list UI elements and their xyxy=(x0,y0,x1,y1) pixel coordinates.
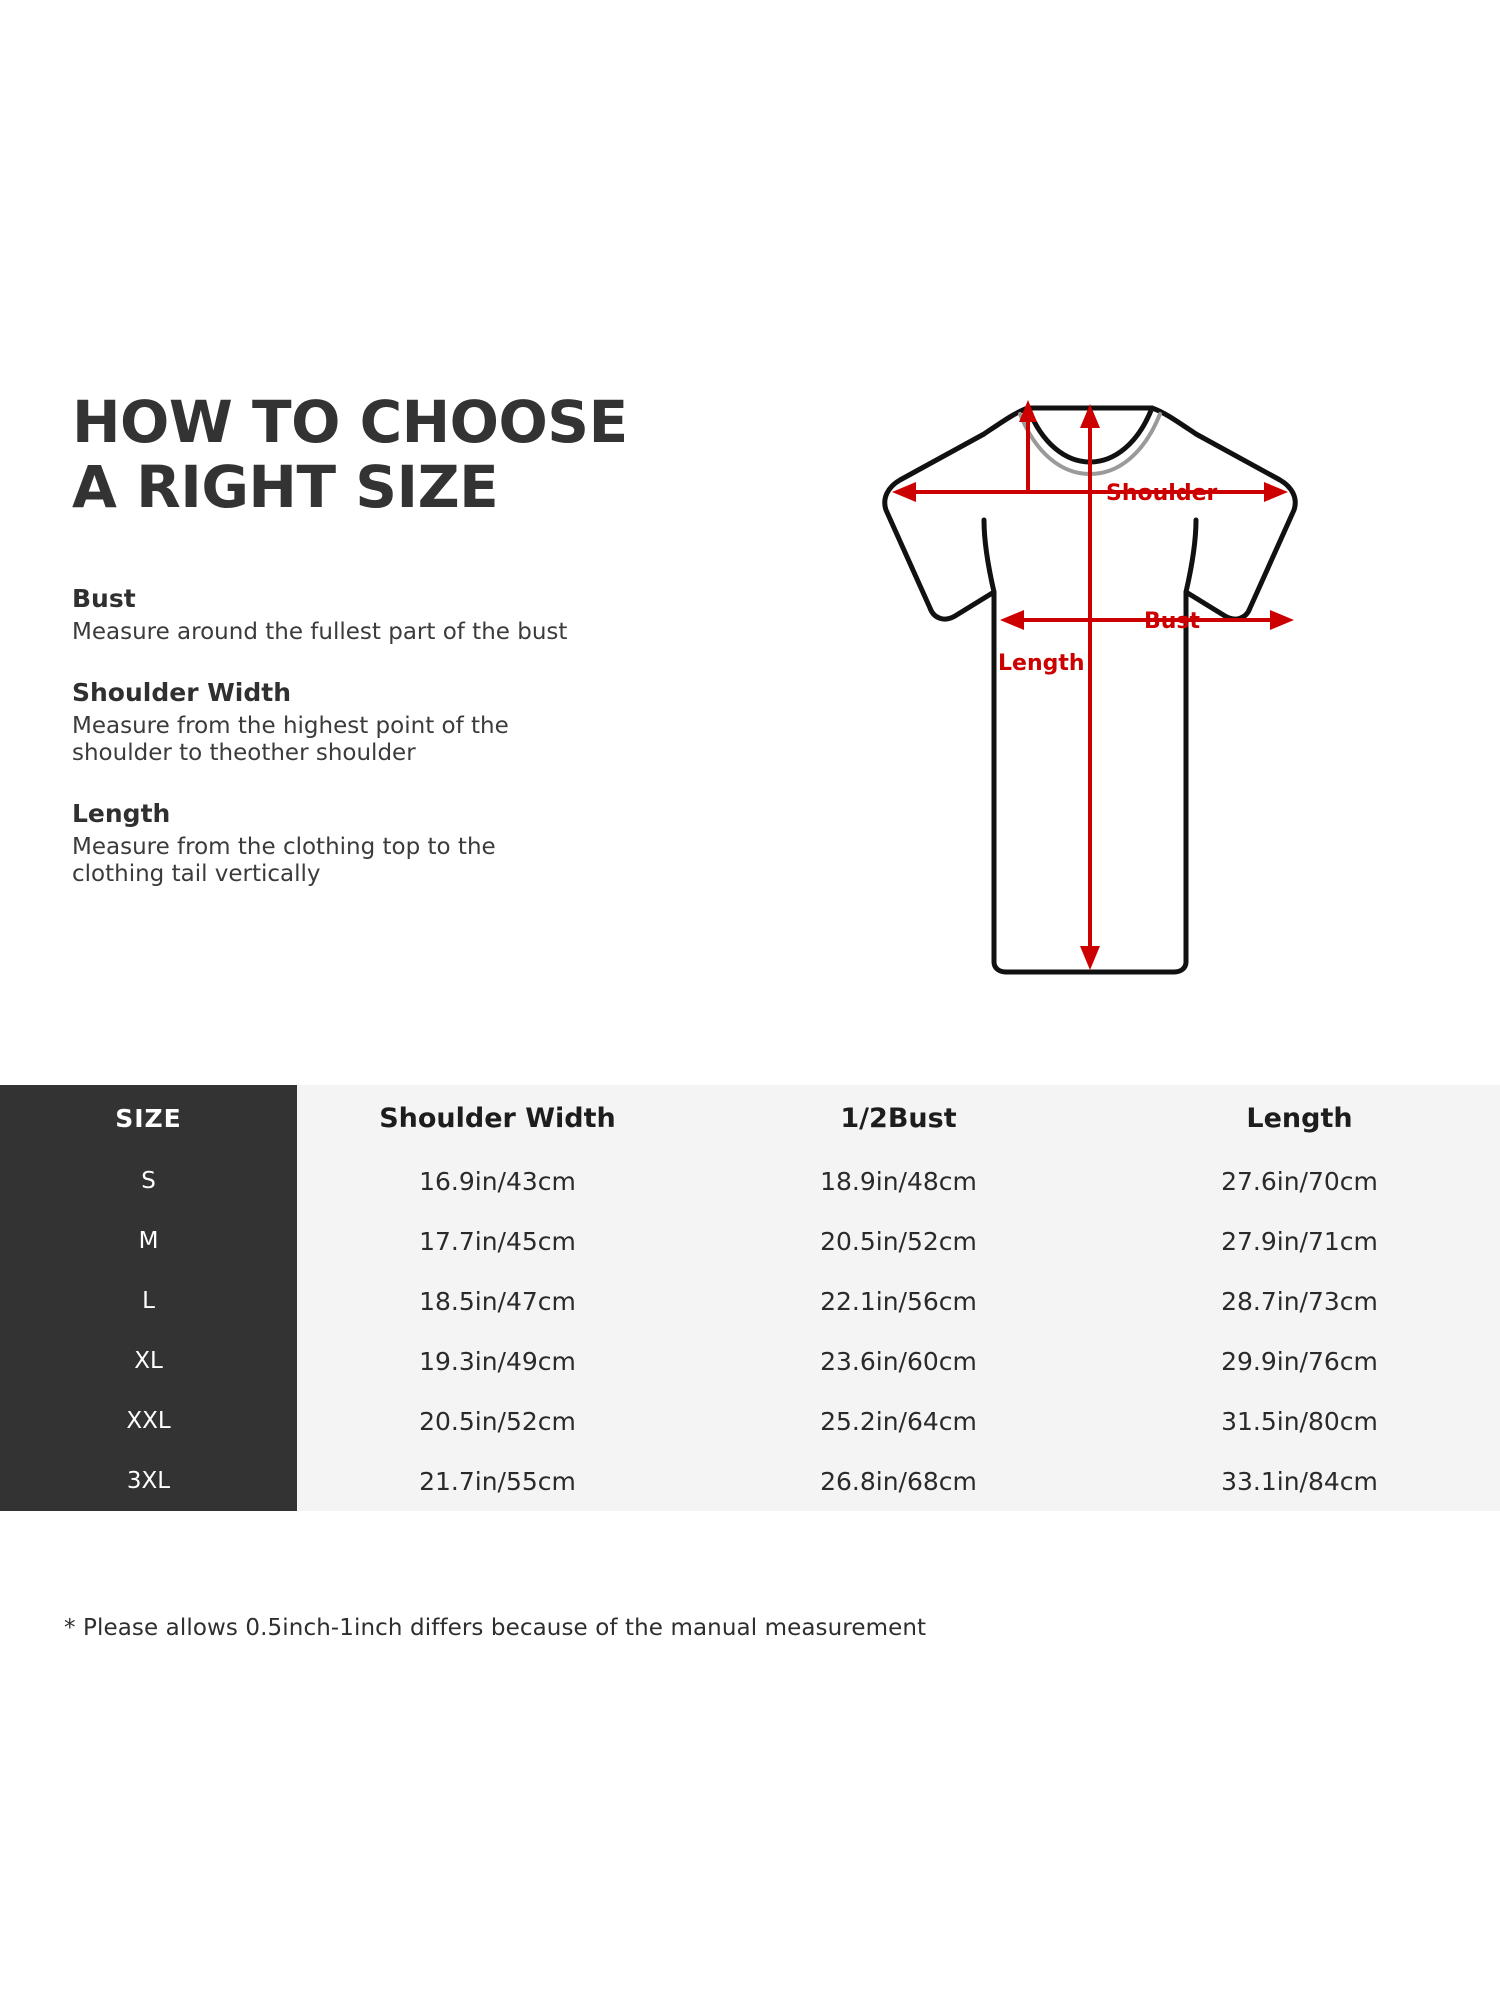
cell-half-bust: 18.9in/48cm xyxy=(698,1151,1099,1211)
cell-half-bust: 26.8in/68cm xyxy=(698,1451,1099,1511)
table-row: 3XL 21.7in/55cm 26.8in/68cm 33.1in/84cm xyxy=(0,1451,1500,1511)
measurement-desc-shoulder-width: Measure from the highest point of the sh… xyxy=(72,712,509,766)
annotation-label-shoulder: Shoulder xyxy=(1106,481,1217,506)
cell-length: 31.5in/80cm xyxy=(1099,1391,1500,1451)
cell-length: 29.9in/76cm xyxy=(1099,1331,1500,1391)
annotation-label-length: Length xyxy=(998,651,1085,676)
measurement-bust: Bust Measure around the fullest part of … xyxy=(72,582,712,646)
cell-shoulder-width: 20.5in/52cm xyxy=(297,1391,698,1451)
table-row: XL 19.3in/49cm 23.6in/60cm 29.9in/76cm xyxy=(0,1331,1500,1391)
table-row: XXL 20.5in/52cm 25.2in/64cm 31.5in/80cm xyxy=(0,1391,1500,1451)
measurement-term-bust: Bust xyxy=(72,583,136,613)
tshirt-illustration: Shoulder Bust Length xyxy=(882,400,1298,975)
column-header-half-bust: 1/2Bust xyxy=(698,1085,1099,1151)
measurement-annotations xyxy=(892,400,1294,970)
cell-half-bust: 23.6in/60cm xyxy=(698,1331,1099,1391)
measurement-term-shoulder-width: Shoulder Width xyxy=(72,677,292,707)
annotation-label-bust: Bust xyxy=(1144,609,1201,634)
cell-length: 28.7in/73cm xyxy=(1099,1271,1500,1331)
table-row: L 18.5in/47cm 22.1in/56cm 28.7in/73cm xyxy=(0,1271,1500,1331)
measurement-term-length: Length xyxy=(72,798,171,828)
size-table-container: SIZE Shoulder Width 1/2Bust Length S 16.… xyxy=(0,1085,1500,1575)
size-table-header: SIZE Shoulder Width 1/2Bust Length xyxy=(0,1085,1500,1151)
top-section: HOW TO CHOOSE A RIGHT SIZE Bust Measure … xyxy=(72,370,1410,1010)
tshirt-diagram: Shoulder Bust Length xyxy=(770,370,1410,1010)
measurement-definitions: Bust Measure around the fullest part of … xyxy=(72,582,712,888)
cell-shoulder-width: 21.7in/55cm xyxy=(297,1451,698,1511)
size-table: SIZE Shoulder Width 1/2Bust Length S 16.… xyxy=(0,1085,1500,1511)
measurement-length: Length Measure from the clothing top to … xyxy=(72,797,712,888)
length-arrow-icon xyxy=(1080,404,1100,970)
table-row: S 16.9in/43cm 18.9in/48cm 27.6in/70cm xyxy=(0,1151,1500,1211)
measurement-guide: HOW TO CHOOSE A RIGHT SIZE Bust Measure … xyxy=(72,390,712,888)
cell-length: 27.9in/71cm xyxy=(1099,1211,1500,1271)
table-row: M 17.7in/45cm 20.5in/52cm 27.9in/71cm xyxy=(0,1211,1500,1271)
cell-size: XL xyxy=(0,1331,297,1391)
cell-shoulder-width: 18.5in/47cm xyxy=(297,1271,698,1331)
cell-size: S xyxy=(0,1151,297,1211)
cell-size: 3XL xyxy=(0,1451,297,1511)
measurement-disclaimer: * Please allows 0.5inch-1inch differs be… xyxy=(64,1615,927,1641)
cell-shoulder-width: 16.9in/43cm xyxy=(297,1151,698,1211)
size-table-body: S 16.9in/43cm 18.9in/48cm 27.6in/70cm M … xyxy=(0,1151,1500,1511)
cell-length: 27.6in/70cm xyxy=(1099,1151,1500,1211)
cell-shoulder-width: 17.7in/45cm xyxy=(297,1211,698,1271)
measurement-shoulder-width: Shoulder Width Measure from the highest … xyxy=(72,676,712,767)
cell-size: M xyxy=(0,1211,297,1271)
cell-length: 33.1in/84cm xyxy=(1099,1451,1500,1511)
bust-arrow-icon xyxy=(1000,610,1294,630)
cell-half-bust: 25.2in/64cm xyxy=(698,1391,1099,1451)
cell-size: XXL xyxy=(0,1391,297,1451)
cell-shoulder-width: 19.3in/49cm xyxy=(297,1331,698,1391)
column-header-length: Length xyxy=(1099,1085,1500,1151)
cell-half-bust: 22.1in/56cm xyxy=(698,1271,1099,1331)
page-title: HOW TO CHOOSE A RIGHT SIZE xyxy=(72,388,628,521)
cell-half-bust: 20.5in/52cm xyxy=(698,1211,1099,1271)
column-header-size: SIZE xyxy=(0,1085,297,1151)
measurement-desc-length: Measure from the clothing top to the clo… xyxy=(72,833,496,887)
measurement-desc-bust: Measure around the fullest part of the b… xyxy=(72,618,568,645)
table-header-row: SIZE Shoulder Width 1/2Bust Length xyxy=(0,1085,1500,1151)
cell-size: L xyxy=(0,1271,297,1331)
column-header-shoulder-width: Shoulder Width xyxy=(297,1085,698,1151)
